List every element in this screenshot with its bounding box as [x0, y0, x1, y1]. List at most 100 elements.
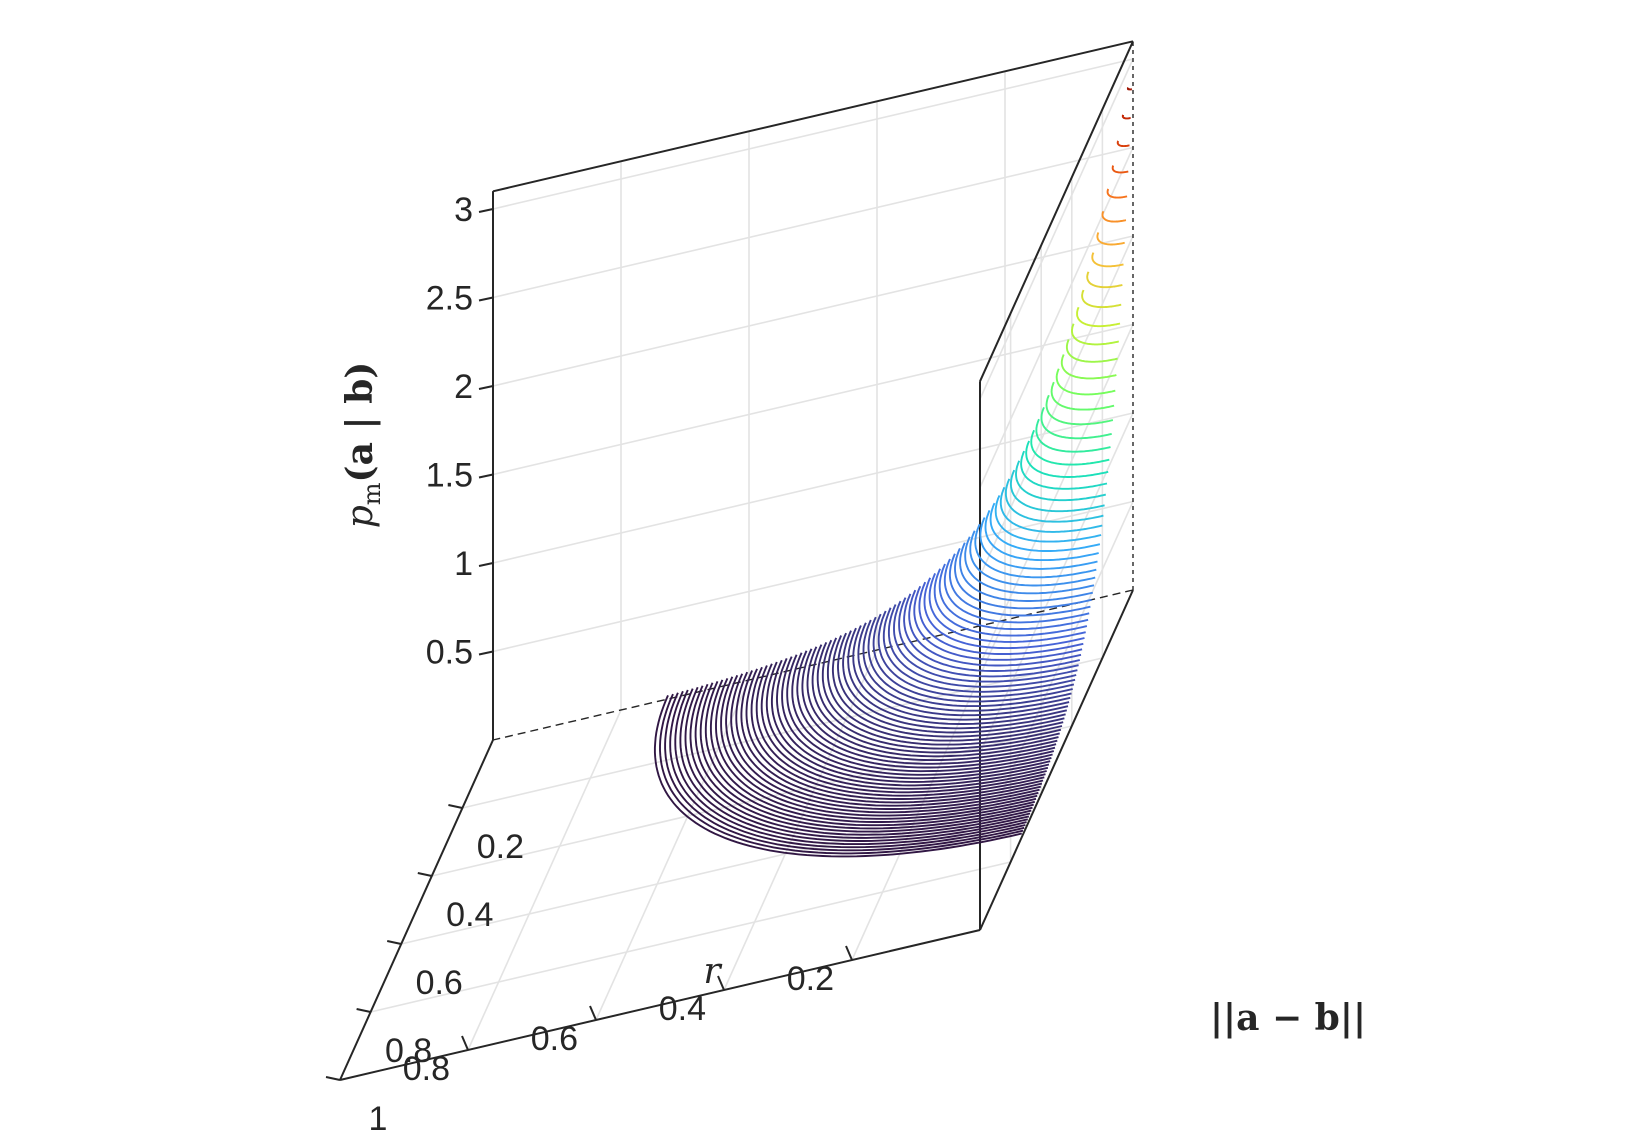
- contour-line: [1050, 381, 1115, 411]
- contour-line: [938, 563, 1089, 631]
- contour-line: [857, 622, 1070, 717]
- tick-mark: [448, 804, 463, 809]
- contour-line: [928, 573, 1086, 643]
- contour-line: [1030, 429, 1110, 466]
- contour-line: [948, 553, 1091, 617]
- z-axis-label: pm(a | b): [339, 362, 386, 529]
- contour-line: [837, 632, 1065, 734]
- contour-line: [1040, 407, 1112, 440]
- axis-edge: [979, 589, 1134, 931]
- contour-line: [887, 604, 1077, 688]
- distance-axis-label: ||a − b||: [1210, 997, 1366, 1039]
- r-tick-label: 0.8: [403, 1050, 450, 1088]
- contour-line: [1025, 440, 1109, 478]
- contour-line: [969, 530, 1096, 587]
- distance-tick-label: 0.6: [416, 964, 463, 1002]
- contour-line: [730, 673, 1040, 810]
- contour-line: [699, 682, 1033, 830]
- tick-mark: [478, 562, 494, 567]
- tick-mark: [845, 945, 853, 961]
- z-tick-label: 2.5: [426, 280, 473, 318]
- contour-line: [1101, 211, 1127, 223]
- contour-line: [659, 693, 1024, 855]
- contour-line: [1065, 339, 1118, 363]
- contour-line: [908, 589, 1082, 667]
- tick-mark: [478, 296, 494, 302]
- r-tick-label: 0.6: [531, 1020, 578, 1058]
- contour-line: [826, 637, 1063, 742]
- contour-line: [1111, 165, 1129, 174]
- contour-line: [979, 517, 1098, 570]
- contour-line: [725, 674, 1039, 814]
- contour-line: [679, 688, 1029, 842]
- tick-mark: [386, 940, 402, 945]
- contour-line: [893, 600, 1078, 683]
- contour-line: [1004, 478, 1104, 523]
- grid-line: [492, 500, 1134, 653]
- contour-line: [954, 548, 1092, 610]
- grid-line: [595, 679, 750, 1021]
- contour-line: [781, 656, 1052, 776]
- grid-line: [979, 58, 1134, 400]
- grid-line: [723, 649, 878, 991]
- contour-line: [653, 695, 1023, 858]
- contour-line: [877, 610, 1075, 698]
- contour-line: [1106, 188, 1128, 199]
- axis-edge: [339, 929, 981, 1081]
- contour-line: [745, 668, 1044, 800]
- contour-line: [984, 510, 1099, 562]
- contour-line: [735, 671, 1042, 807]
- distance-tick-label: 0.4: [446, 896, 493, 934]
- contour-line: [852, 625, 1069, 721]
- contour-line: [801, 648, 1057, 762]
- contour-line: [903, 593, 1081, 672]
- contour-line: [684, 686, 1030, 839]
- grid-line: [492, 58, 1134, 210]
- contour-line: [974, 523, 1097, 579]
- grid-line: [462, 657, 1103, 809]
- contour-line: [816, 642, 1060, 750]
- grid-line: [492, 146, 1134, 299]
- contour-line: [1076, 306, 1121, 328]
- contour-line: [964, 536, 1095, 595]
- contour-line: [913, 585, 1083, 661]
- contour-line: [1086, 271, 1123, 289]
- contour-line: [1071, 323, 1120, 346]
- contour-line: [918, 581, 1084, 655]
- contour-line: [821, 639, 1062, 746]
- contour-line: [765, 661, 1049, 787]
- z-tick-label: 2: [454, 368, 473, 406]
- contour-line: [943, 558, 1090, 624]
- contour-line: [786, 654, 1053, 773]
- contour-line: [669, 690, 1026, 849]
- z-tick-label: 0.5: [426, 634, 473, 672]
- tick-mark: [325, 1076, 341, 1081]
- contour-line: [674, 689, 1027, 846]
- grid-line: [979, 147, 1134, 488]
- contour-line: [776, 658, 1051, 780]
- contour-line: [1126, 87, 1133, 91]
- grid-line: [492, 412, 1134, 564]
- tick-mark: [717, 975, 725, 991]
- contour-line: [755, 665, 1046, 794]
- contour-line: [872, 613, 1073, 703]
- tick-mark: [478, 208, 494, 213]
- front-axes: [325, 191, 981, 1081]
- surface-contours: [653, 87, 1133, 858]
- r-tick-label: 0.2: [787, 960, 834, 998]
- tick-mark: [478, 385, 494, 390]
- distance-tick-label: 1: [369, 1100, 388, 1138]
- grid-line: [492, 235, 1134, 387]
- contour-line: [689, 685, 1031, 836]
- axis-edge: [979, 40, 1134, 382]
- grid-line: [467, 709, 622, 1051]
- tick-mark: [478, 650, 494, 656]
- contour-line: [791, 652, 1055, 769]
- axis-edge: [339, 739, 494, 1081]
- z-tick-label: 3: [454, 191, 473, 229]
- tick-mark: [461, 1035, 469, 1051]
- contour-line: [933, 568, 1088, 637]
- contour-line: [842, 630, 1066, 730]
- contour-line: [806, 646, 1058, 758]
